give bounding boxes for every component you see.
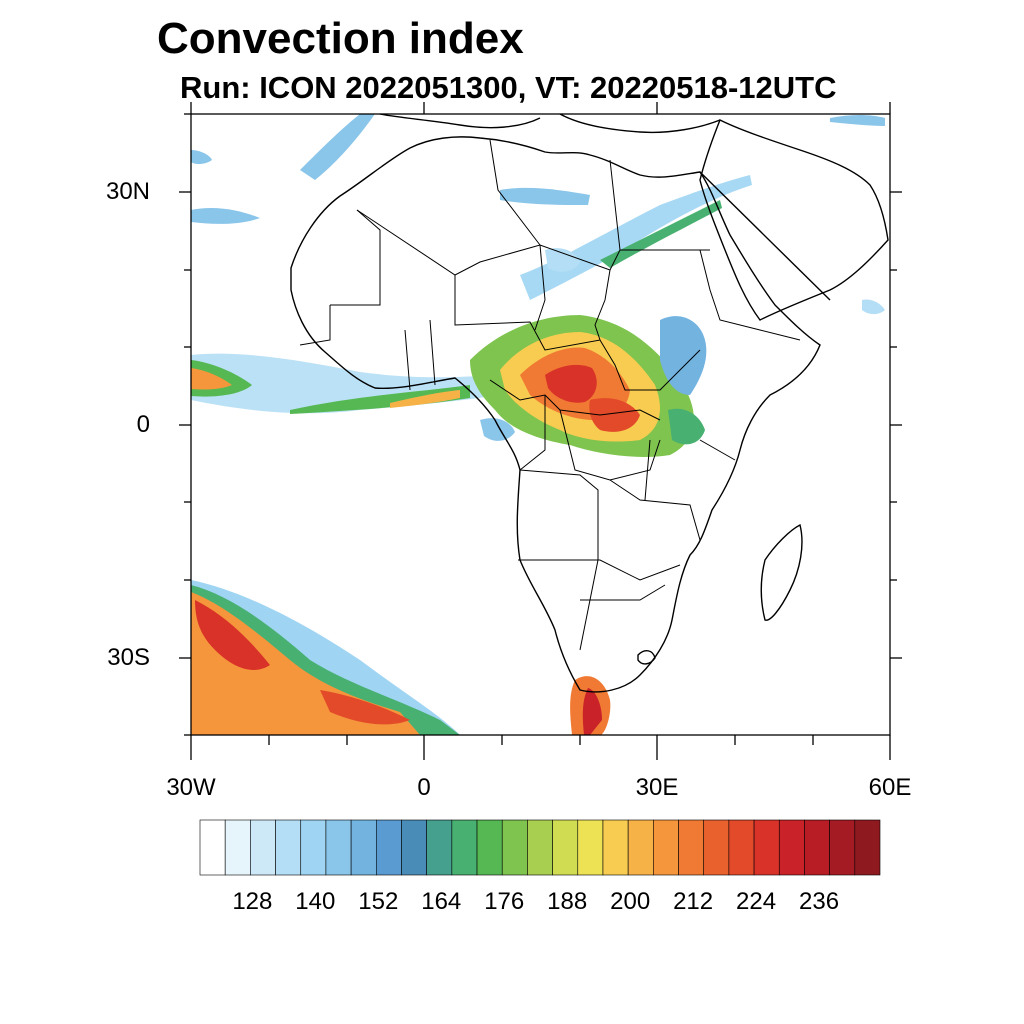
colorbar-swatch xyxy=(325,819,352,876)
colorbar-swatch xyxy=(375,819,402,876)
colorbar-swatch xyxy=(501,819,528,876)
colorbar-swatch xyxy=(350,819,377,876)
colorbar-label: 128 xyxy=(232,888,273,915)
lat-label-30s: 30S xyxy=(107,644,150,671)
convection-field xyxy=(191,114,885,735)
chart-subtitle: Run: ICON 2022051300, VT: 20220518-12UTC xyxy=(180,70,837,105)
lon-label-30e: 30E xyxy=(635,774,679,801)
colorbar-label: 176 xyxy=(484,888,525,915)
colorbar-label: 212 xyxy=(673,888,714,915)
colorbar-swatch xyxy=(275,819,302,876)
colorbar-swatch xyxy=(854,819,881,876)
colorbar-swatch xyxy=(703,819,730,876)
colorbar-swatch xyxy=(527,819,553,876)
colorbar-label: 224 xyxy=(736,888,777,915)
colorbar-swatch xyxy=(199,819,226,876)
colorbar-swatch xyxy=(829,819,856,876)
axis-ticks xyxy=(179,102,902,760)
chart-title: Convection index xyxy=(157,14,524,63)
colorbar-swatch xyxy=(426,819,453,876)
colorbar-label: 236 xyxy=(799,888,840,915)
colorbar-swatch xyxy=(552,819,579,876)
colorbar-swatch xyxy=(778,819,805,876)
colorbar-label: 152 xyxy=(358,888,399,915)
colorbar-swatch xyxy=(401,819,427,876)
colorbar-swatch xyxy=(476,819,503,876)
colorbar-swatch xyxy=(627,819,654,876)
country-borders xyxy=(299,139,801,651)
colorbar-label: 164 xyxy=(421,888,462,915)
colorbar-swatch xyxy=(300,819,327,876)
colorbar-swatch xyxy=(602,819,629,876)
colorbar-swatch xyxy=(728,819,755,876)
colorbar-label: 188 xyxy=(547,888,588,915)
colorbar-swatch xyxy=(804,819,830,876)
lon-label-0: 0 xyxy=(417,774,431,801)
colorbar-swatch xyxy=(577,819,604,876)
lon-label-30w: 30W xyxy=(166,774,216,801)
colorbar-swatch xyxy=(224,819,251,876)
colorbar-swatch xyxy=(753,819,780,876)
coastlines xyxy=(290,113,889,693)
lon-label-60e: 60E xyxy=(868,774,912,801)
colorbar-swatch xyxy=(250,819,276,876)
colorbar-swatch xyxy=(678,819,705,876)
lat-label-0: 0 xyxy=(136,411,150,438)
colorbar-label: 140 xyxy=(295,888,336,915)
colorbar-swatch xyxy=(653,819,679,876)
lat-label-30n: 30N xyxy=(105,178,150,205)
colorbar-label: 200 xyxy=(610,888,651,915)
colorbar-swatch xyxy=(451,819,478,876)
